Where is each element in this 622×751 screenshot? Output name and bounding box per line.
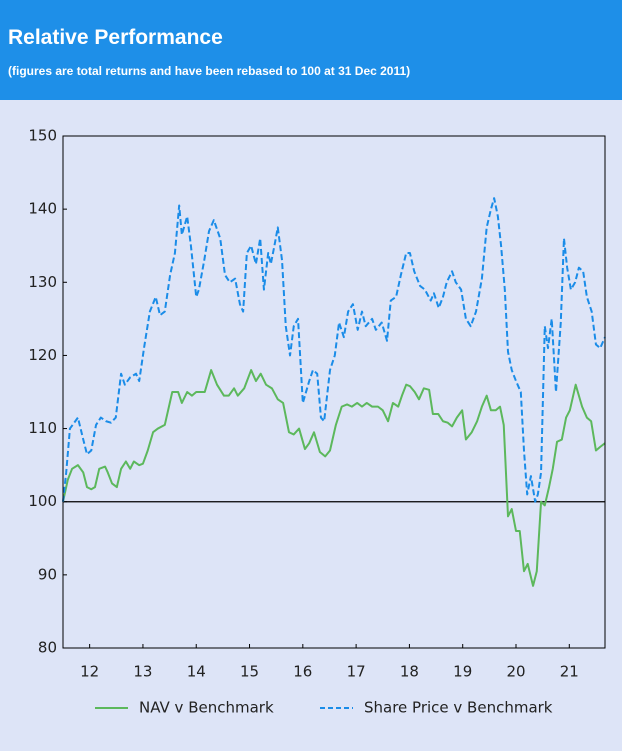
y-tick-label: 80 (38, 639, 57, 657)
y-tick-label: 100 (28, 492, 57, 510)
legend-label: NAV v Benchmark (139, 699, 274, 717)
y-tick-label: 150 (28, 127, 57, 145)
y-tick-label: 130 (28, 273, 57, 291)
chart-title: Relative Performance (8, 26, 223, 49)
x-tick-label: 18 (400, 663, 419, 681)
x-tick-label: 19 (453, 663, 472, 681)
series-line (62, 369, 606, 587)
y-tick-label: 110 (28, 419, 57, 437)
plot-frame (62, 135, 606, 649)
x-tick-label: 13 (133, 663, 152, 681)
x-tick-label: 20 (506, 663, 525, 681)
y-tick-label: 90 (38, 565, 57, 583)
y-tick-label: 140 (28, 200, 57, 218)
x-tick-label: 16 (293, 663, 312, 681)
series-line (62, 197, 606, 503)
x-tick-label: 17 (347, 663, 366, 681)
chart-subtitle: (figures are total returns and have been… (8, 64, 411, 78)
x-tick-label: 15 (240, 663, 259, 681)
legend-label: Share Price v Benchmark (364, 699, 553, 717)
x-tick-label: 21 (560, 663, 579, 681)
x-tick-label: 14 (187, 663, 206, 681)
y-tick-label: 120 (28, 346, 57, 364)
x-tick-label: 12 (80, 663, 99, 681)
header: Relative Performance (figures are total … (0, 0, 622, 100)
